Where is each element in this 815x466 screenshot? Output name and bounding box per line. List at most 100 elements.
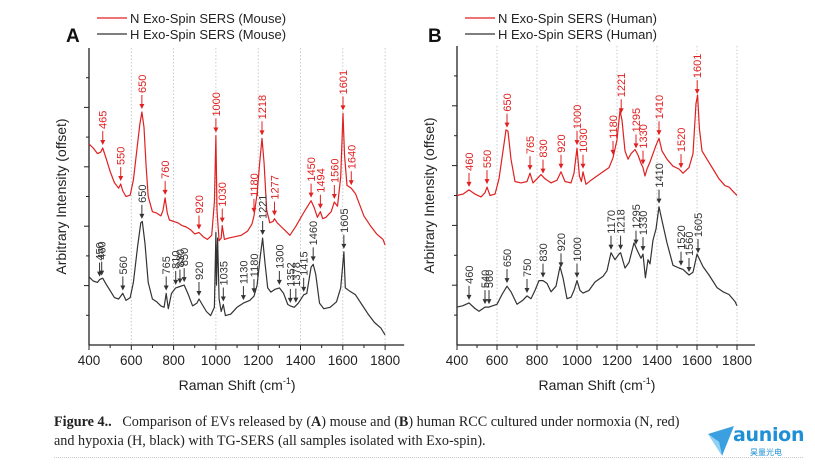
annotation-arrow-head xyxy=(99,270,105,276)
peak-annotation: 650 xyxy=(137,184,149,219)
peak-annotation: 920 xyxy=(194,195,206,230)
annotation-arrow-head xyxy=(558,262,564,268)
annotation-label: 830 xyxy=(175,249,187,267)
annotation-label: 550 xyxy=(116,147,128,165)
annotation-label: 1352 xyxy=(285,262,297,286)
annotation-arrow-head xyxy=(220,296,226,302)
annotation-label: 540 xyxy=(480,270,492,288)
annotation-arrow-head xyxy=(120,285,126,291)
peak-annotation: 1560 xyxy=(684,232,696,273)
peak-annotation: 1000 xyxy=(572,105,584,146)
annotation-label: 1330 xyxy=(638,124,650,148)
peak-annotation: 450 xyxy=(95,242,107,277)
annotation-arrow-head xyxy=(308,192,314,198)
x-tick-label: 600 xyxy=(120,353,143,368)
annotation-label: 1030 xyxy=(217,182,229,206)
annotation-label: 1378 xyxy=(291,262,303,286)
series-line-hypoxia xyxy=(88,220,386,336)
annotation-label: 765 xyxy=(161,256,173,274)
peak-annotation: 830 xyxy=(538,139,550,174)
caption-label: Figure 4.. xyxy=(54,414,112,430)
x-tick-label: 1200 xyxy=(602,353,632,368)
figure-svg: 400 600 800 1000 1200 1400 1600 1800 Raman Shift… xyxy=(53,11,755,393)
annotation-label: 1605 xyxy=(339,208,351,232)
annotation-label: 1450 xyxy=(306,157,318,181)
chart-panel-a: 400 600 800 1000 1200 1400 1600 1800 Raman Shift… xyxy=(53,11,405,393)
annotation-label: 850 xyxy=(179,248,191,266)
peak-annotation: 1035 xyxy=(218,261,230,302)
legend-entry: H Exo-Spin SERS (Human) xyxy=(498,27,657,42)
x-tick-label: 1200 xyxy=(243,353,273,368)
annotation-label: 460 xyxy=(97,241,109,259)
annotation-label: 1130 xyxy=(238,260,250,284)
annotation-arrow-head xyxy=(173,279,179,285)
annotation-label: 1605 xyxy=(693,213,705,237)
peak-annotation: 1130 xyxy=(238,260,250,301)
annotation-arrow-head xyxy=(196,290,202,296)
annotation-label: 560 xyxy=(118,256,130,274)
peak-annotation: 850 xyxy=(179,248,191,283)
peak-annotation: 1218 xyxy=(616,209,628,250)
x-tick-label: 400 xyxy=(446,353,469,368)
annotation-arrow-head xyxy=(293,297,299,303)
peak-annotation: 1030 xyxy=(578,128,590,169)
y-axis-label: Arbitrary Intensity (offset) xyxy=(421,117,437,273)
annotation-arrow-head xyxy=(678,163,684,169)
annotation-label: 1221 xyxy=(258,195,270,219)
peak-annotation: 1330 xyxy=(638,124,650,165)
x-tick-label: 1400 xyxy=(285,353,315,368)
legend-entry: H Exo-Spin SERS (Mouse) xyxy=(130,27,286,42)
peak-annotation: 1295 xyxy=(631,108,643,149)
annotation-label: 1000 xyxy=(572,105,584,129)
annotation-arrow-head xyxy=(610,149,616,155)
annotation-arrow-head xyxy=(348,180,354,186)
annotation-arrow-head xyxy=(276,279,282,285)
peak-annotation: 1601 xyxy=(338,70,350,111)
annotation-label: 1410 xyxy=(654,95,666,119)
annotation-label: 760 xyxy=(160,161,172,179)
chart-panel-b: 400 600 800 1000 1200 1400 1600 1800 Raman Shift… xyxy=(421,11,755,393)
annotation-arrow-head xyxy=(540,272,546,278)
annotation-arrow-head xyxy=(574,272,580,278)
peak-annotation: 920 xyxy=(194,262,206,296)
annotation-label: 465 xyxy=(98,111,110,129)
annotation-label: 1410 xyxy=(654,163,666,187)
annotation-arrow-head xyxy=(259,130,265,136)
peak-annotation: 560 xyxy=(484,270,496,305)
annotation-arrow-head xyxy=(608,244,614,250)
annotation-arrow-head xyxy=(482,299,488,305)
x-tick-label: 800 xyxy=(526,353,549,368)
peak-annotation: 1221 xyxy=(258,195,270,236)
annotation-label: 830 xyxy=(538,243,550,261)
annotation-arrow-head xyxy=(574,140,580,146)
peak-annotation: 1605 xyxy=(339,208,351,249)
peak-annotation: 1410 xyxy=(654,163,666,204)
annotation-arrow-head xyxy=(251,288,257,294)
annotation-arrow-head xyxy=(695,248,701,254)
annotation-label: 1295 xyxy=(631,204,643,228)
x-axis-label: Raman Shift (cm-1) xyxy=(179,376,296,393)
x-tick-label: 1000 xyxy=(201,353,231,368)
annotation-arrow-head xyxy=(181,277,187,283)
peak-annotation: 650 xyxy=(502,249,514,284)
peak-annotation: 1295 xyxy=(631,204,643,245)
annotation-label: 1000 xyxy=(572,237,584,261)
annotation-arrow-head xyxy=(466,294,472,300)
x-tick-label: 1000 xyxy=(562,353,592,368)
panel-label: B xyxy=(428,26,442,47)
annotation-label: 810 xyxy=(171,251,183,269)
annotation-label: 650 xyxy=(137,184,149,202)
annotation-arrow-head xyxy=(340,105,346,111)
annotation-label: 830 xyxy=(538,139,550,157)
annotation-arrow-head xyxy=(260,230,266,236)
peak-annotation: 465 xyxy=(98,111,110,146)
annotation-label: 1170 xyxy=(606,210,618,234)
annotation-arrow-head xyxy=(633,239,639,245)
annotation-arrow-head xyxy=(271,210,277,216)
annotation-label: 750 xyxy=(522,259,534,277)
peak-annotation: 540 xyxy=(480,270,492,305)
annotation-label: 765 xyxy=(525,136,537,154)
peak-annotation: 1180 xyxy=(249,254,261,294)
peak-annotation: 750 xyxy=(522,259,534,293)
annotation-arrow-head xyxy=(317,203,323,209)
